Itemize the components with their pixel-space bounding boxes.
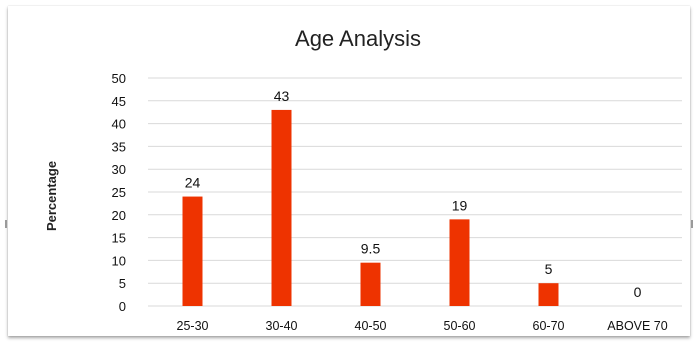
bar-60-70 <box>538 283 559 306</box>
bar-30-40 <box>271 109 292 306</box>
y-axis-title: Percentage <box>44 161 59 231</box>
data-labels: 24 43 9.5 19 5 0 <box>185 88 642 300</box>
left-edge-marker <box>5 220 7 228</box>
bar-40-50 <box>360 262 381 306</box>
data-label: 0 <box>634 284 642 300</box>
x-category-label: 50-60 <box>444 319 476 333</box>
right-edge-marker <box>691 220 693 228</box>
data-label: 5 <box>545 261 553 277</box>
y-tick-label: 20 <box>112 208 126 223</box>
x-category-label: 40-50 <box>355 319 387 333</box>
data-label: 24 <box>185 175 201 191</box>
x-category-label: 30-40 <box>266 319 298 333</box>
bars <box>182 109 559 306</box>
gridlines <box>148 77 682 307</box>
y-tick-label: 10 <box>112 253 126 268</box>
y-tick-label: 50 <box>112 71 126 86</box>
data-label: 43 <box>274 88 290 104</box>
x-category-label: 60-70 <box>533 319 565 333</box>
y-tick-label: 5 <box>119 276 126 291</box>
y-tick-label: 15 <box>112 231 126 246</box>
x-axis-categories: 25-30 30-40 40-50 50-60 60-70 ABOVE 70 <box>177 319 668 333</box>
y-tick-label: 35 <box>112 139 126 154</box>
y-tick-label: 0 <box>119 299 126 314</box>
x-category-label: 25-30 <box>177 319 209 333</box>
y-tick-label: 25 <box>112 185 126 200</box>
chart-frame <box>8 6 690 336</box>
y-tick-label: 40 <box>112 117 126 132</box>
y-axis-ticks: 0 5 10 15 20 25 30 35 40 45 50 <box>112 71 126 314</box>
bar-25-30 <box>182 196 203 306</box>
bar-50-60 <box>449 219 470 306</box>
chart-title: Age Analysis <box>295 26 421 51</box>
data-label: 19 <box>452 197 468 213</box>
y-tick-label: 30 <box>112 162 126 177</box>
y-tick-label: 45 <box>112 94 126 109</box>
x-category-label: ABOVE 70 <box>607 319 667 333</box>
data-label: 9.5 <box>361 241 381 257</box>
